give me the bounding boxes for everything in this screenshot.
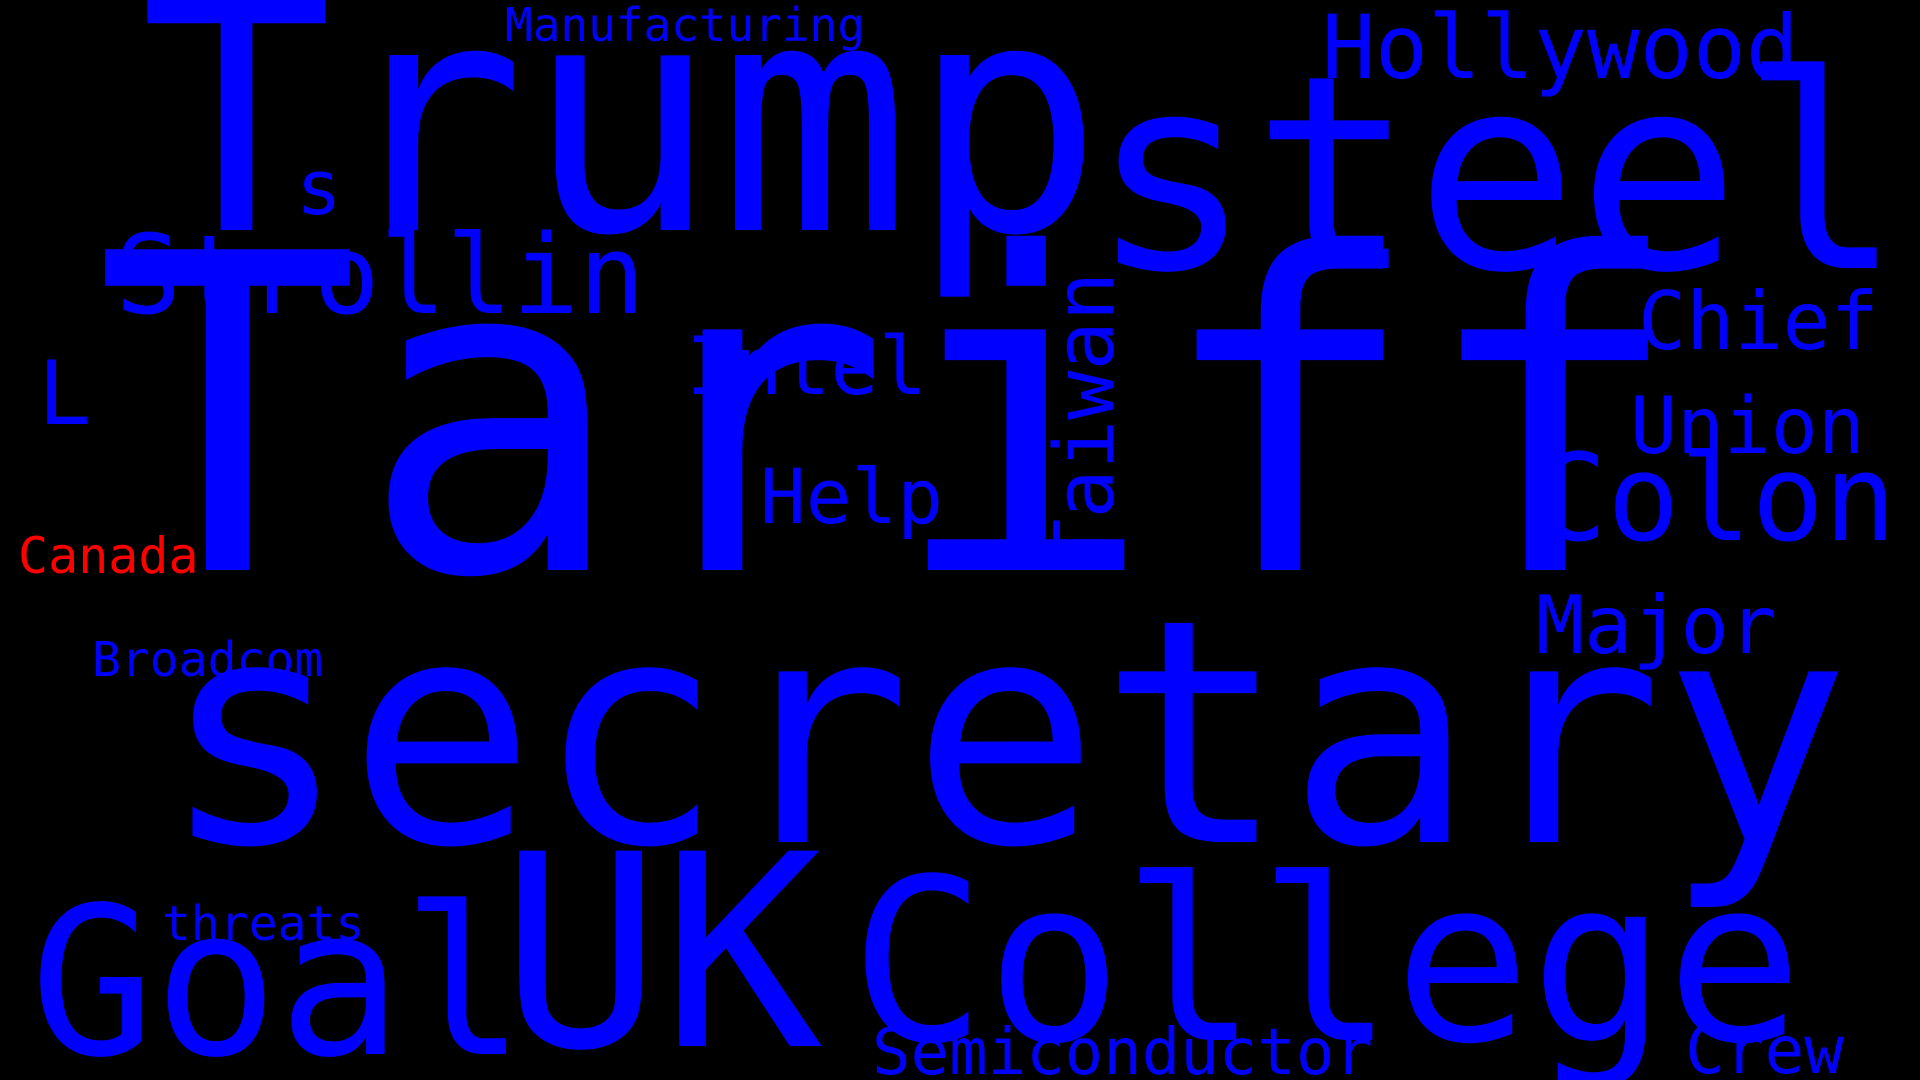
word-uk: UK	[500, 798, 823, 1080]
word-hollywood: Hollywood	[1322, 0, 1799, 99]
word-canada: Canada	[18, 527, 199, 585]
word-goal: Goal	[30, 863, 527, 1080]
word-union: Union	[1630, 382, 1865, 472]
word-trump: Trump	[140, 0, 1104, 306]
word-major: Major	[1536, 579, 1777, 672]
word-intel: Intel	[686, 320, 927, 413]
word-tariff: Tariff	[95, 162, 1685, 674]
word-l: L	[38, 342, 91, 445]
word-s: s	[296, 143, 342, 232]
word-chief: Chief	[1638, 275, 1879, 368]
word-manufacturing: Manufacturing	[505, 0, 866, 52]
word-help: Help	[760, 452, 944, 541]
word-steel: steel	[1090, 17, 1903, 332]
word-secretary: secretary	[160, 552, 1851, 916]
word-college: College	[850, 831, 1803, 1080]
word-colon: Colon	[1535, 430, 1897, 569]
word-threats: threats	[162, 896, 365, 952]
word-broadcom: Broadcom	[92, 632, 324, 688]
word-crew: Crew	[1685, 1012, 1844, 1080]
word-strollin: Strollin	[115, 211, 645, 339]
word-taiwan: Taiwan	[1038, 271, 1133, 568]
word-semiconductor: Semiconductor	[872, 1016, 1373, 1080]
